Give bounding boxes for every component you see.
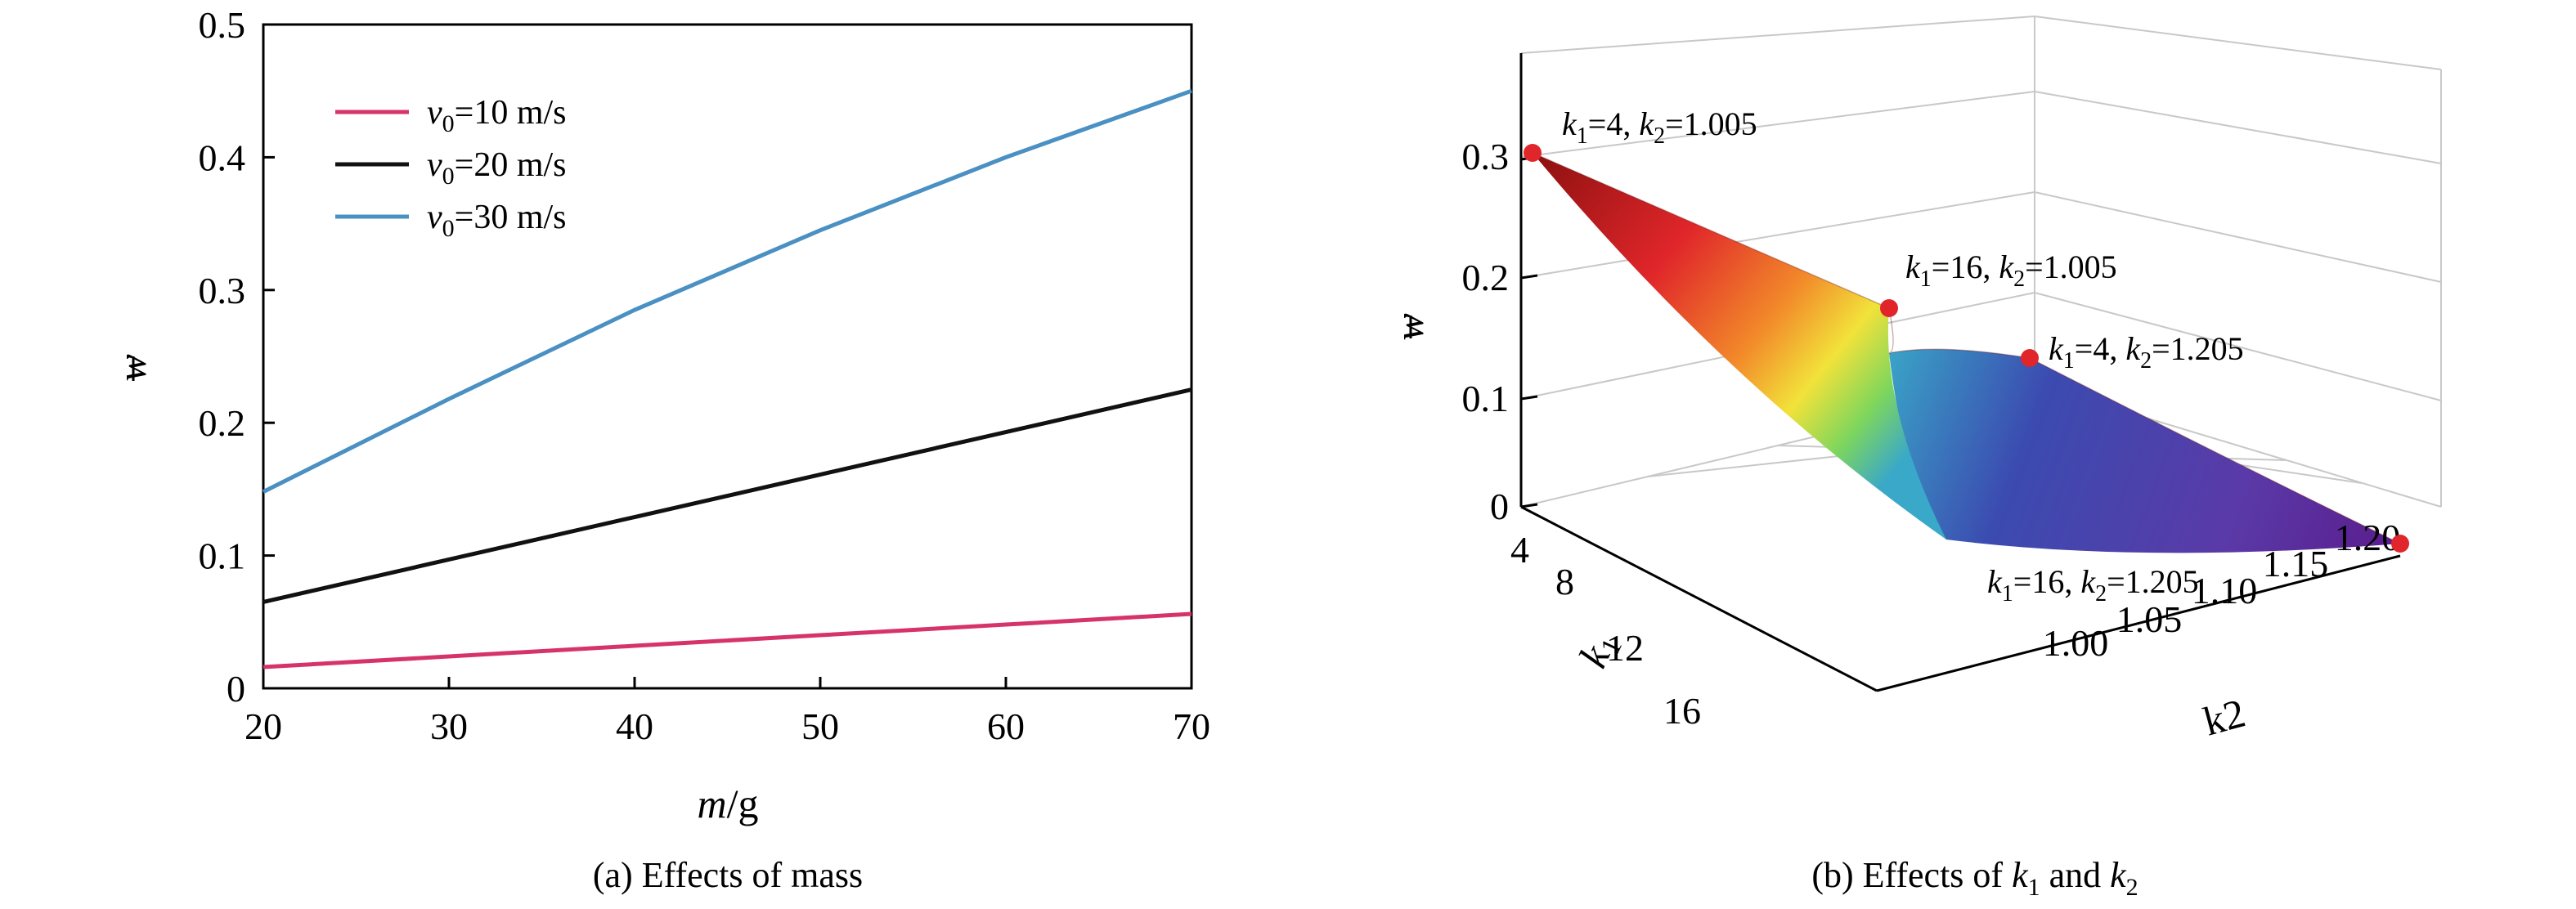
surface-warm <box>1533 153 1946 540</box>
corner-marker <box>1524 144 1542 162</box>
corner-annotation: k1=16, k2=1.005 <box>1905 249 2117 292</box>
series-line <box>263 611 1192 669</box>
k2-tick-label: 1.10 <box>2192 570 2258 611</box>
x-tick-label: 30 <box>430 705 468 747</box>
y-tick-label: 0.2 <box>199 402 246 444</box>
series-line <box>262 88 1192 494</box>
x-tick-label: 70 <box>1173 705 1210 747</box>
k1-tick-label: 12 <box>1606 627 1644 669</box>
k2-tick-label: 1.05 <box>2116 598 2183 640</box>
x-axis-label: m/g <box>697 781 758 826</box>
z-tick-label: 0 <box>1490 486 1509 527</box>
k2-tick-label: 1.20 <box>2335 517 2401 558</box>
k2-tick-label: 1.15 <box>2263 543 2329 584</box>
corner-markers: k1=4, k2=1.005 k1=16, k2=1.005 k1=4, k2=1.… <box>1524 105 2409 607</box>
legend: v0=10 m/s v0=20 m/s v0=30 m/s <box>335 94 567 242</box>
y-tick-label: 0.1 <box>199 535 246 577</box>
y-tick-label: 0.3 <box>199 270 246 311</box>
k1-tick-label: 16 <box>1663 690 1701 732</box>
surface-chart: 0 0.1 0.2 0.3 48 12 16 1.001.051.101.151.20 k1=… <box>1386 16 2442 901</box>
surface-ticks: 0 0.1 0.2 0.3 48 12 16 1.001.051.101.151.20 <box>1462 136 2401 732</box>
axis-ticks: 20 30 40 50 60 70 0 0.1 0.2 0.3 0.4 0.5 <box>199 4 1211 747</box>
y-tick-label: 0 <box>227 668 245 710</box>
z-tick-label: 0.1 <box>1462 378 1510 419</box>
k2-tick-label: 1.00 <box>2043 622 2109 664</box>
corner-annotation: k1=4, k2=1.205 <box>2049 330 2244 374</box>
z-tick-label: 0.3 <box>1462 136 1510 177</box>
x-tick-label: 40 <box>616 705 653 747</box>
caption-a: (a) Effects of mass <box>593 855 863 895</box>
k1-tick-label: 8 <box>1555 561 1574 602</box>
corner-marker <box>2391 535 2409 553</box>
y-tick-label: 0.4 <box>199 137 246 178</box>
y-tick-label: 0.5 <box>199 4 246 46</box>
corner-marker <box>2021 349 2039 367</box>
legend-label: v0=30 m/s <box>427 199 567 242</box>
series-lines <box>262 88 1192 669</box>
corner-marker <box>1880 299 1898 317</box>
z-tick-label: 0.2 <box>1462 257 1510 298</box>
y-axis-label: w <box>109 354 155 381</box>
corner-annotation: k1=4, k2=1.005 <box>1562 105 1757 149</box>
caption-b: (b) Effects of k1 and k2 <box>1811 855 2138 901</box>
k1-tick-label: 4 <box>1510 529 1529 571</box>
z-axis-label: w <box>1386 313 1432 340</box>
corner-annotation: k1=16, k2=1.205 <box>1987 563 2199 607</box>
x-tick-label: 20 <box>245 705 282 747</box>
k2-axis-label: k2 <box>2198 690 2250 745</box>
legend-label: v0=10 m/s <box>427 94 567 137</box>
series-line <box>263 387 1192 604</box>
x-tick-label: 50 <box>801 705 839 747</box>
plot-frame <box>262 23 1193 690</box>
surface-cool <box>1889 349 2400 553</box>
x-tick-label: 60 <box>987 705 1025 747</box>
legend-label: v0=20 m/s <box>427 146 567 190</box>
